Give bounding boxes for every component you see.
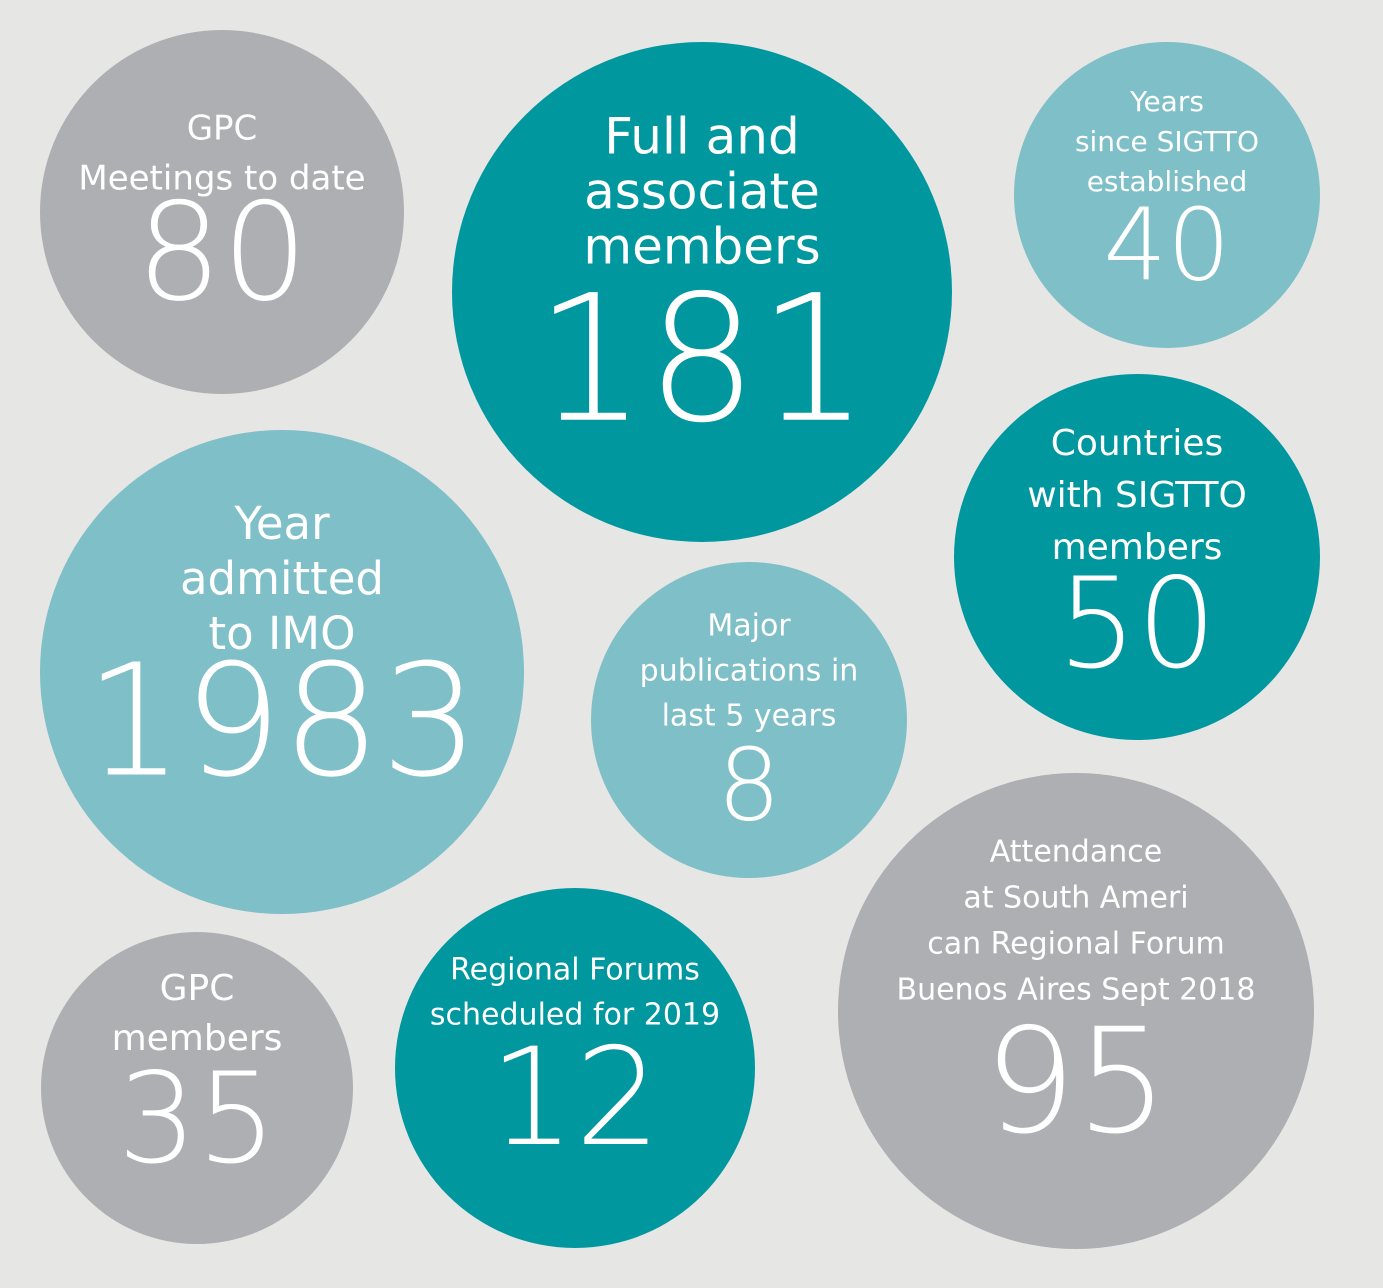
stat-label: members [583, 218, 820, 276]
stat-value: 95 [984, 998, 1169, 1167]
stat-label: at South Ameri [963, 881, 1188, 916]
stat-label: associate [584, 163, 820, 221]
bubble [395, 888, 755, 1248]
bubble [591, 562, 907, 878]
stat-label: Attendance [990, 835, 1162, 870]
stat-value: 181 [535, 259, 869, 462]
stat-label: with SIGTTO [1027, 475, 1247, 516]
stat-label: members [1052, 527, 1223, 568]
bubble [1014, 42, 1320, 348]
stat-label: established [1087, 165, 1248, 198]
stat-label: GPC [187, 109, 258, 149]
bubble [452, 42, 952, 542]
stat-label: scheduled for 2019 [430, 998, 720, 1033]
stat-value: 8 [717, 726, 781, 843]
stat-label: Year [233, 497, 330, 550]
bubble [40, 30, 404, 394]
stat-label: publications in [640, 654, 859, 689]
stat-bubble: Attendance at South Ameri can Regional For… [838, 773, 1314, 1249]
bubble [838, 773, 1314, 1249]
stat-label: can Regional Forum [927, 927, 1225, 962]
stat-label: GPC [160, 968, 235, 1009]
bubble [40, 430, 524, 914]
stat-value: 40 [1103, 186, 1230, 303]
bubble [41, 932, 353, 1244]
stat-label: Major [707, 609, 791, 644]
stat-value: 1983 [85, 631, 479, 812]
stat-label: since SIGTTO [1075, 125, 1259, 158]
stat-value: 50 [1057, 551, 1216, 696]
stat-label: last 5 years [662, 699, 837, 734]
stat-label: Buenos Aires Sept 2018 [897, 973, 1256, 1008]
stat-label: Full and [604, 108, 799, 166]
bubble [954, 374, 1320, 740]
stat-label: to IMO [209, 607, 356, 660]
stat-label: Countries [1051, 423, 1224, 464]
stat-label: admitted [180, 552, 384, 605]
stat-value: 12 [489, 1019, 661, 1176]
stat-label: Years [1129, 85, 1204, 118]
stat-label: members [112, 1018, 283, 1059]
stat-value: 35 [117, 1046, 276, 1191]
stat-label: Regional Forums [450, 953, 700, 988]
stat-label: Meetings to date [78, 159, 365, 199]
stat-value: 80 [136, 174, 308, 331]
